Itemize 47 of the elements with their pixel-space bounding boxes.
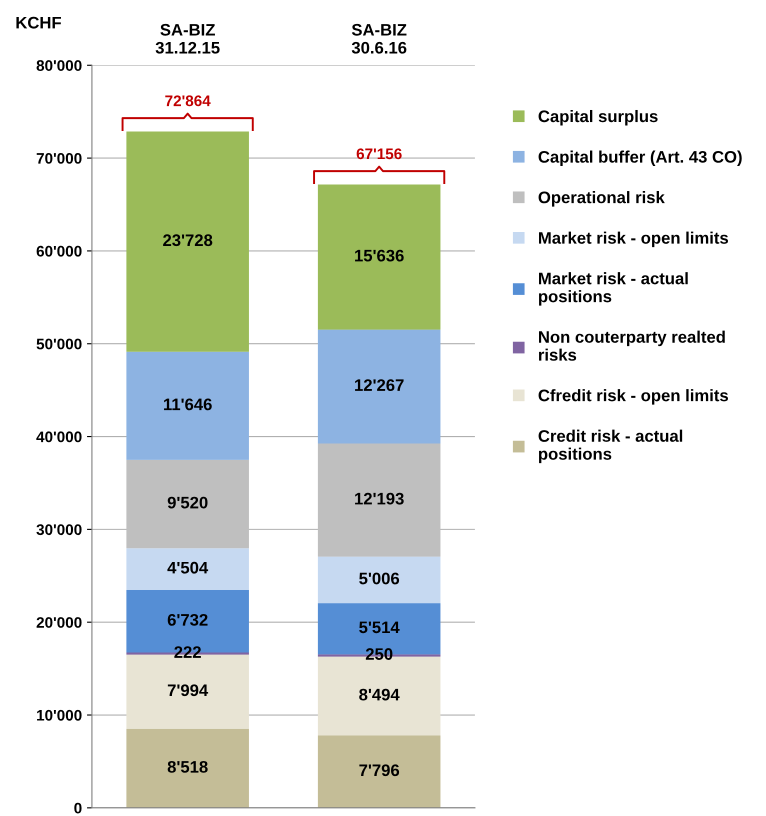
y-tick-label: 30'000 [36, 524, 82, 536]
bar [126, 352, 249, 460]
data-label: 4'504 [167, 562, 208, 574]
y-tick-label: 50'000 [36, 338, 82, 350]
total-label: 72'864 [165, 95, 211, 106]
bar [318, 556, 440, 604]
legend-label: Credit risk - actual positions [538, 430, 682, 464]
legend-label: Capital surplus [538, 110, 658, 126]
x-tick-label: SA-BIZ 31.12.15 [156, 24, 220, 54]
bar [318, 443, 440, 557]
legend-label: Operational risk [538, 191, 665, 207]
bar [126, 728, 249, 808]
bar [318, 184, 440, 330]
y-tick-label: 60'000 [36, 246, 82, 257]
legend-label: Non couterparty realted risks [539, 330, 725, 361]
data-label: 12'193 [355, 492, 404, 505]
bar [318, 330, 440, 444]
y-tick-label: 0 [74, 802, 82, 814]
y-tick-label: 20'000 [36, 617, 82, 628]
y-tick-label: 10'000 [37, 710, 82, 721]
data-label: 11'646 [164, 398, 212, 410]
bar [126, 548, 249, 590]
bar [126, 132, 249, 352]
bar [318, 735, 440, 808]
y-axis-title: KCHF [16, 16, 61, 29]
data-label: 15'636 [355, 250, 404, 262]
data-label: 23'728 [163, 234, 212, 246]
data-label: 5'006 [359, 572, 400, 584]
legend-label: Capital buffer (Art. 43 CO) [538, 150, 742, 166]
data-label: 9'520 [168, 496, 208, 509]
y-tick-label: 80'000 [36, 60, 82, 71]
data-label: 250 [366, 648, 392, 660]
x-tick-label: SA-BIZ 30.6.16 [352, 24, 406, 54]
data-label: 7'994 [168, 684, 208, 696]
data-label: 5'514 [359, 622, 400, 634]
legend-label: Market risk - actual positions [539, 272, 688, 306]
data-label: 8'518 [168, 760, 208, 773]
total-label: 67'156 [356, 148, 402, 160]
bar [126, 460, 249, 548]
data-label: 12'267 [355, 379, 404, 392]
data-label: 6'732 [168, 614, 208, 626]
data-label: 7'796 [359, 764, 400, 776]
legend-label: Cfredit risk - open limits [538, 389, 728, 405]
y-tick-label: 70'000 [36, 152, 82, 164]
data-label: 8'494 [359, 688, 400, 701]
legend-label: Market risk - open limits [539, 232, 728, 248]
y-tick-label: 40'000 [36, 431, 82, 442]
